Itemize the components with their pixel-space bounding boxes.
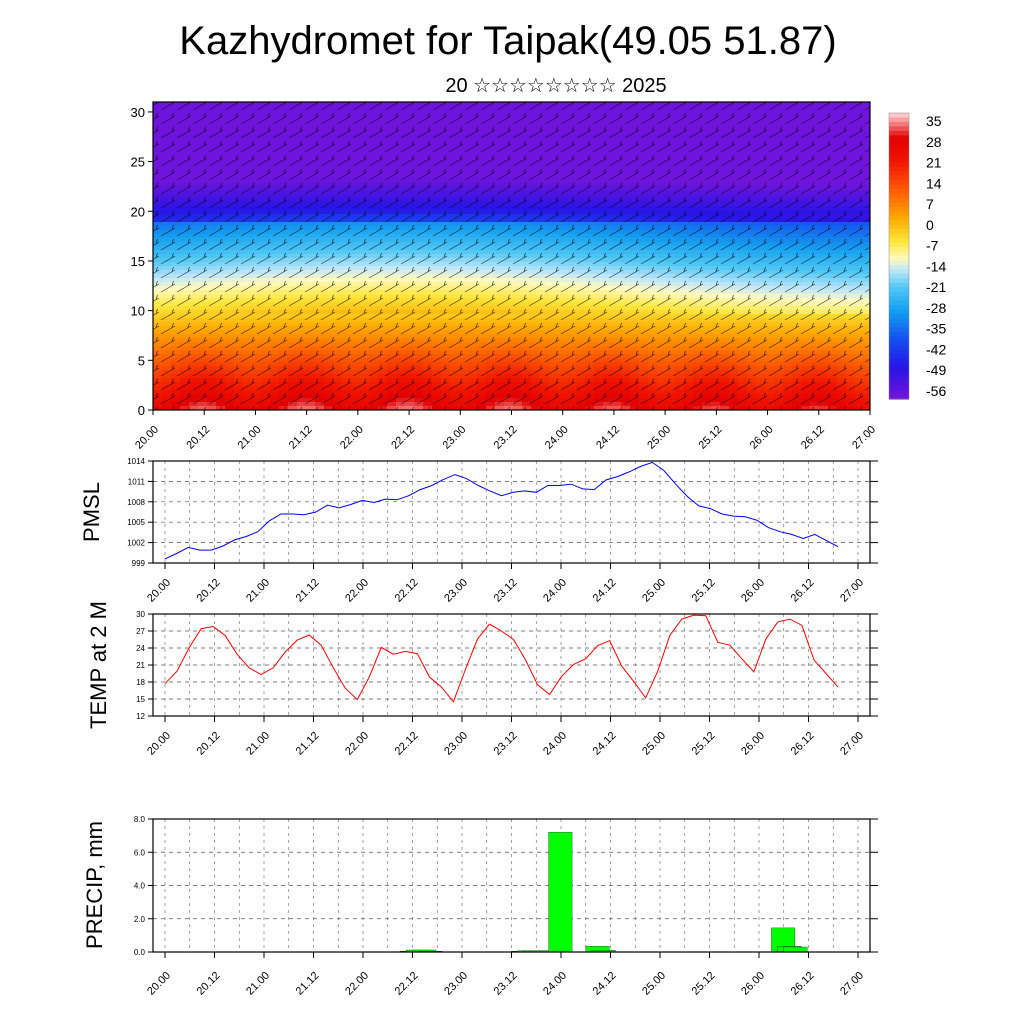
chart-subtitle: 20 ☆☆☆☆☆☆☆☆ 2025 — [445, 75, 666, 97]
chart-title: Kazhydromet for Taipak(49.05 51.87) — [179, 19, 836, 63]
